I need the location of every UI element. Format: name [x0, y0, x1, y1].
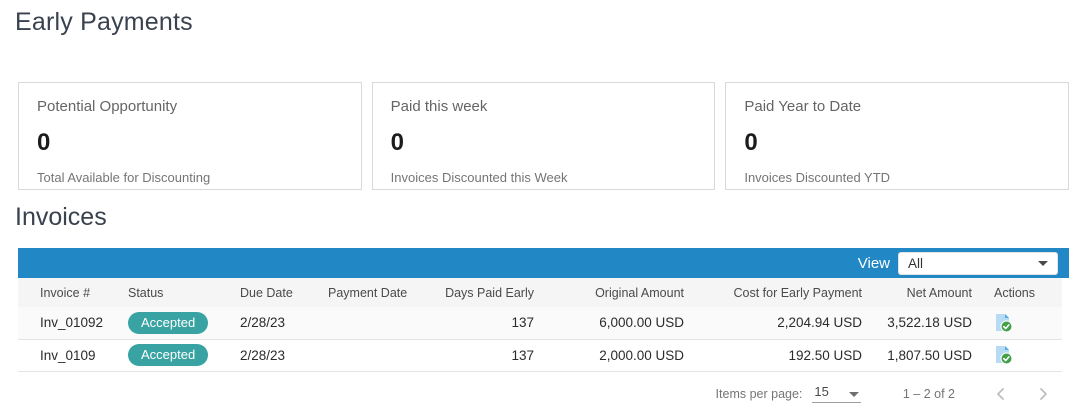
invoice-number-cell: Inv_0109 — [40, 347, 96, 363]
page-title: Early Payments — [15, 8, 193, 36]
table-row: Inv_0109 Accepted 2/28/23 137 2,000.00 U… — [18, 339, 1062, 371]
card-caption: Invoices Discounted YTD — [744, 170, 891, 185]
actions-cell — [988, 307, 1062, 339]
net-amount-cell: 3,522.18 USD — [887, 315, 972, 331]
status-cell: Accepted — [118, 339, 230, 371]
card-label: Paid this week — [390, 98, 488, 115]
column-header-days-paid-early[interactable]: Days Paid Early — [445, 285, 534, 300]
view-label: View — [857, 254, 890, 272]
view-filter-bar: View All — [18, 248, 1069, 278]
column-header-due-date[interactable]: Due Date — [240, 285, 293, 300]
card-caption: Invoices Discounted this Week — [390, 170, 568, 185]
card-caption: Total Available for Discounting — [37, 170, 211, 185]
document-accepted-icon[interactable] — [994, 313, 1014, 333]
card-paid-year-to-date: Paid Year to Date 0 Invoices Discounted … — [725, 82, 1070, 190]
chevron-down-icon — [848, 392, 859, 397]
view-select[interactable]: All — [898, 251, 1058, 275]
table-row: Inv_01092 Accepted 2/28/23 137 6,000.00 … — [18, 307, 1062, 339]
column-header-status[interactable]: Status — [128, 285, 164, 300]
card-value: 0 — [37, 129, 51, 156]
page-range-label: 1 – 2 of 2 — [902, 386, 955, 401]
original-amount-cell: 6,000.00 USD — [599, 315, 684, 331]
actions-cell — [988, 339, 1062, 371]
status-cell: Accepted — [118, 307, 230, 339]
view-select-value: All — [908, 255, 924, 271]
table-header-row: Invoice # Status Due Date Payment Date D… — [18, 278, 1062, 307]
net-amount-cell: 1,807.50 USD — [887, 347, 972, 363]
column-header-actions: Actions — [994, 285, 1035, 300]
days-paid-early-cell: 137 — [511, 347, 534, 363]
chevron-down-icon — [1038, 260, 1048, 266]
chevron-right-icon — [1040, 387, 1047, 400]
invoice-number-cell: Inv_01092 — [40, 315, 104, 331]
payment-date-cell — [318, 307, 438, 339]
chevron-left-icon — [997, 387, 1004, 400]
previous-page-button[interactable] — [989, 382, 1013, 406]
items-per-page-label: Items per page: — [715, 386, 803, 401]
column-header-payment-date[interactable]: Payment Date — [328, 285, 408, 300]
invoices-table: Invoice # Status Due Date Payment Date D… — [18, 278, 1062, 372]
due-date-cell: 2/28/23 — [240, 347, 286, 363]
document-accepted-icon[interactable] — [994, 345, 1014, 365]
column-header-invoice[interactable]: Invoice # — [40, 285, 91, 300]
column-header-cost-for-early-payment[interactable]: Cost for Early Payment — [733, 285, 862, 300]
paginator: Items per page: 15 1 – 2 of 2 — [18, 372, 1069, 414]
cost-for-early-payment-cell: 2,204.94 USD — [777, 315, 862, 331]
original-amount-cell: 2,000.00 USD — [599, 347, 684, 363]
card-paid-this-week: Paid this week 0 Invoices Discounted thi… — [371, 82, 716, 190]
items-per-page: Items per page: 15 — [716, 384, 861, 403]
status-badge: Accepted — [128, 344, 209, 366]
invoices-table-container: View All Invoice # Status Due Date Payme… — [18, 248, 1069, 414]
column-header-net-amount[interactable]: Net Amount — [906, 285, 972, 300]
card-label: Paid Year to Date — [744, 98, 862, 115]
card-label: Potential Opportunity — [37, 98, 178, 115]
items-per-page-select[interactable]: 15 — [812, 384, 861, 403]
column-header-original-amount[interactable]: Original Amount — [595, 285, 684, 300]
due-date-cell: 2/28/23 — [240, 315, 286, 331]
cost-for-early-payment-cell: 192.50 USD — [788, 347, 862, 363]
card-potential-opportunity: Potential Opportunity 0 Total Available … — [18, 82, 362, 190]
card-value: 0 — [390, 129, 405, 156]
invoices-section-title: Invoices — [15, 203, 107, 231]
status-badge: Accepted — [128, 311, 209, 334]
items-per-page-value: 15 — [814, 384, 829, 399]
summary-cards: Potential Opportunity 0 Total Available … — [18, 82, 1070, 190]
card-value: 0 — [744, 129, 758, 156]
payment-date-cell — [318, 339, 438, 371]
next-page-button[interactable] — [1031, 382, 1055, 406]
pager-buttons — [989, 382, 1055, 406]
days-paid-early-cell: 137 — [511, 315, 534, 331]
